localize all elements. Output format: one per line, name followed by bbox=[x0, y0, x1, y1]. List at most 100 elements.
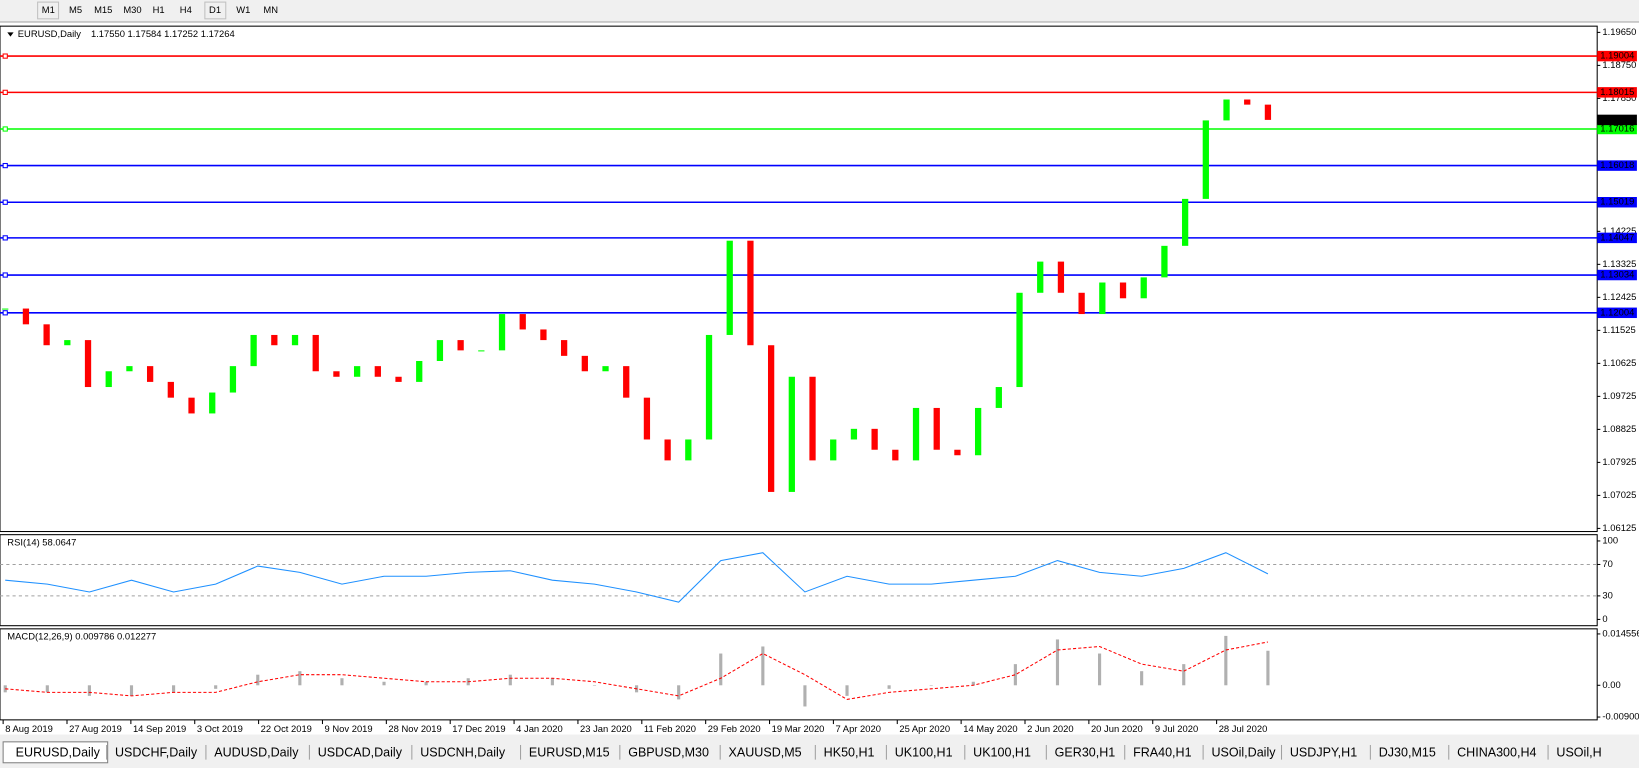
candle bbox=[312, 334, 319, 372]
x-tick-label: 28 Nov 2019 bbox=[388, 723, 441, 734]
tab-label[interactable]: GBPUSD,M30 bbox=[628, 746, 709, 760]
tab-label[interactable]: CHINA300,H4 bbox=[1457, 746, 1536, 760]
macd-bar bbox=[845, 685, 849, 696]
candle bbox=[353, 366, 361, 377]
tab-label[interactable]: EURUSD,M15 bbox=[529, 746, 610, 760]
x-tick-label: 22 Oct 2019 bbox=[261, 723, 312, 734]
candle bbox=[892, 449, 899, 461]
x-tick-label: 11 Feb 2020 bbox=[644, 723, 696, 734]
macd-bar bbox=[550, 678, 554, 686]
macd-bar bbox=[508, 674, 512, 686]
candle bbox=[105, 371, 112, 388]
pane bbox=[0, 25, 1598, 533]
level-label: 1.18015 bbox=[1600, 86, 1634, 97]
timeframe-label[interactable]: W1 bbox=[236, 4, 250, 15]
macd-bar bbox=[340, 678, 344, 686]
level-label: 1.19004 bbox=[1600, 50, 1634, 61]
timeframe-label[interactable]: MN bbox=[263, 4, 278, 15]
tab-label[interactable]: AUDUSD,Daily bbox=[214, 746, 299, 760]
tab-label[interactable]: USDCNH,Daily bbox=[420, 746, 506, 760]
candle bbox=[809, 376, 816, 461]
candle bbox=[747, 240, 754, 346]
tab-label[interactable]: FRA40,H1 bbox=[1133, 746, 1192, 760]
level-handle bbox=[2, 53, 8, 59]
pane bbox=[0, 628, 1598, 721]
macd-bar bbox=[87, 685, 91, 696]
tab-label[interactable]: UK100,H1 bbox=[895, 746, 953, 760]
candle bbox=[84, 340, 92, 388]
timeframe-label[interactable]: M30 bbox=[123, 4, 141, 15]
timeframe-button[interactable] bbox=[89, 2, 115, 19]
y-tick-label: 0.00 bbox=[1602, 679, 1620, 690]
signal-line bbox=[5, 641, 1269, 700]
candle bbox=[1119, 282, 1127, 299]
rsi-line bbox=[5, 552, 1269, 603]
tab-label[interactable]: UK100,H1 bbox=[973, 746, 1031, 760]
pane bbox=[0, 534, 1598, 627]
candle bbox=[1161, 245, 1168, 278]
y-tick-label: 100 bbox=[1602, 534, 1618, 545]
x-tick-label: 3 Oct 2019 bbox=[197, 723, 243, 734]
tab-label[interactable]: HK50,H1 bbox=[824, 746, 875, 760]
timeframe-label[interactable]: H4 bbox=[180, 4, 192, 15]
timeframe-label[interactable]: D1 bbox=[209, 4, 221, 15]
y-tick-label: 0.014556 bbox=[1602, 627, 1639, 638]
tab-label[interactable]: USOil,Daily bbox=[1211, 746, 1276, 760]
macd-bar bbox=[382, 681, 386, 686]
timeframe-button[interactable] bbox=[37, 1, 60, 20]
timeframe-button[interactable] bbox=[204, 1, 227, 20]
macd-bar bbox=[172, 685, 176, 693]
timeframe-label[interactable]: M5 bbox=[69, 4, 82, 15]
candle bbox=[457, 340, 464, 351]
candle bbox=[22, 308, 30, 325]
tab-label[interactable]: DJ30,M15 bbox=[1379, 746, 1436, 760]
tab-label[interactable]: USDCHF,Daily bbox=[115, 746, 198, 760]
timeframe-button[interactable] bbox=[64, 2, 86, 19]
candle bbox=[229, 366, 237, 393]
timeframe-button[interactable] bbox=[119, 2, 145, 19]
timeframe-label[interactable]: M1 bbox=[42, 4, 55, 15]
tab-label[interactable]: USDCAD,Daily bbox=[318, 746, 403, 760]
macd-bar bbox=[256, 674, 260, 686]
level-label-box bbox=[1597, 160, 1637, 171]
candle bbox=[1181, 198, 1189, 246]
tab-label[interactable]: XAUUSD,M5 bbox=[729, 746, 802, 760]
y-tick-label: 30 bbox=[1602, 589, 1612, 600]
macd-bar bbox=[1140, 671, 1144, 686]
tab-label[interactable]: USOil,H bbox=[1556, 746, 1601, 760]
candle bbox=[250, 334, 257, 367]
macd-bar bbox=[298, 671, 302, 686]
x-tick-label: 9 Nov 2019 bbox=[325, 723, 373, 734]
level-handle bbox=[2, 235, 8, 241]
x-tick-label: 7 Apr 2020 bbox=[835, 723, 880, 734]
level-handle bbox=[2, 126, 8, 132]
y-tick-label: 1.11525 bbox=[1602, 324, 1635, 335]
candle bbox=[850, 428, 858, 440]
candle bbox=[643, 397, 651, 440]
macd-bar bbox=[1266, 650, 1270, 686]
candle bbox=[478, 350, 485, 352]
timeframe-button[interactable] bbox=[232, 2, 253, 19]
macd-bar bbox=[677, 685, 681, 700]
tab-label[interactable]: USDJPY,H1 bbox=[1290, 746, 1357, 760]
level-label-box bbox=[1597, 50, 1637, 62]
x-tick-label: 14 Sep 2019 bbox=[133, 723, 186, 734]
tab-label[interactable]: GER30,H1 bbox=[1055, 746, 1116, 760]
active-tab[interactable] bbox=[2, 741, 109, 764]
candle bbox=[1140, 277, 1147, 299]
candle bbox=[705, 334, 713, 440]
timeframe-label[interactable]: H1 bbox=[153, 4, 165, 15]
x-tick-label: 29 Feb 2020 bbox=[708, 723, 761, 734]
timeframe-label[interactable]: M15 bbox=[94, 4, 112, 15]
candle bbox=[912, 407, 920, 461]
timeframe-button[interactable] bbox=[175, 2, 197, 19]
x-tick-label: 19 Mar 2020 bbox=[772, 723, 825, 734]
timeframe-button[interactable] bbox=[148, 2, 170, 19]
timeframe-button[interactable] bbox=[259, 2, 281, 19]
candle bbox=[43, 324, 50, 346]
tab-label[interactable]: EURUSD,Daily bbox=[16, 746, 101, 760]
indicator-title: MACD(12,26,9) 0.009786 0.012277 bbox=[7, 631, 156, 642]
level-label: 1.16018 bbox=[1600, 159, 1634, 170]
candle bbox=[995, 387, 1002, 408]
